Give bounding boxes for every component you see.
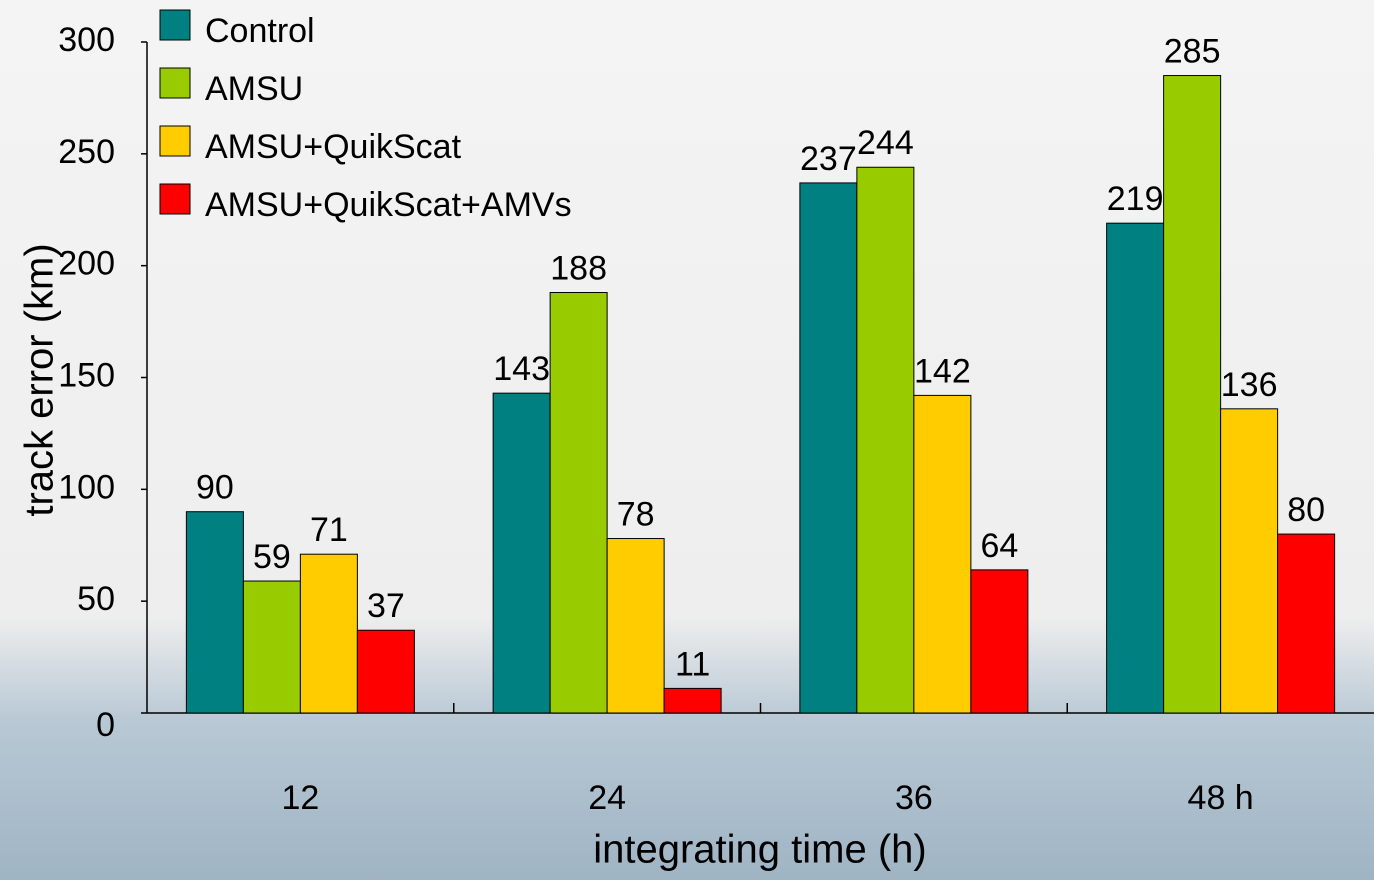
- legend-swatch: [159, 9, 191, 41]
- y-tick-label: 200: [58, 245, 115, 283]
- x-tick-label: 48 h: [1188, 779, 1254, 817]
- legend-swatch: [159, 183, 191, 215]
- y-tick-label: 50: [77, 580, 115, 618]
- data-label: 143: [493, 350, 550, 388]
- data-label: 142: [914, 352, 971, 390]
- bar: [970, 569, 1029, 714]
- data-label: 285: [1164, 33, 1221, 71]
- y-axis-title: track error (km): [18, 243, 62, 516]
- data-label: 188: [550, 249, 607, 287]
- bar: [1220, 408, 1279, 714]
- bar: [1163, 75, 1222, 714]
- x-tick-label: 12: [281, 779, 319, 817]
- data-label: 78: [617, 496, 655, 534]
- bar: [549, 292, 608, 714]
- legend-label: AMSU: [205, 70, 303, 108]
- legend-swatch: [159, 125, 191, 157]
- data-label: 244: [857, 124, 914, 162]
- y-tick-label: 300: [58, 21, 115, 59]
- data-label: 136: [1221, 366, 1278, 404]
- bar: [913, 394, 972, 714]
- bar: [799, 182, 858, 714]
- bar: [492, 392, 551, 714]
- y-tick-label: 250: [58, 133, 115, 171]
- y-tick-label: 150: [58, 356, 115, 394]
- bar: [299, 553, 358, 714]
- legend-label: AMSU+QuikScat+AMVs: [205, 186, 572, 224]
- data-label: 237: [800, 140, 857, 178]
- legend-label: AMSU+QuikScat: [205, 128, 462, 166]
- bar: [856, 166, 915, 714]
- bar: [1106, 222, 1165, 714]
- data-label: 64: [980, 527, 1018, 565]
- data-label: 37: [367, 587, 405, 625]
- bar: [242, 580, 301, 714]
- y-tick-label: 0: [96, 706, 115, 744]
- data-label: 71: [310, 511, 348, 549]
- x-tick-label: 24: [588, 779, 626, 817]
- x-axis-title: integrating time (h): [593, 828, 926, 872]
- data-label: 219: [1107, 180, 1164, 218]
- y-tick-label: 100: [58, 468, 115, 506]
- data-label: 80: [1287, 491, 1325, 529]
- data-label: 90: [196, 469, 234, 507]
- bar: [185, 511, 244, 714]
- data-label: 59: [253, 538, 291, 576]
- legend-swatch: [159, 67, 191, 99]
- legend-label: Control: [205, 12, 315, 50]
- data-label: 11: [675, 645, 710, 683]
- bar: [663, 687, 722, 714]
- bar: [1277, 533, 1336, 714]
- bar: [356, 629, 415, 714]
- bar: [606, 538, 665, 714]
- x-tick-label: 36: [895, 779, 933, 817]
